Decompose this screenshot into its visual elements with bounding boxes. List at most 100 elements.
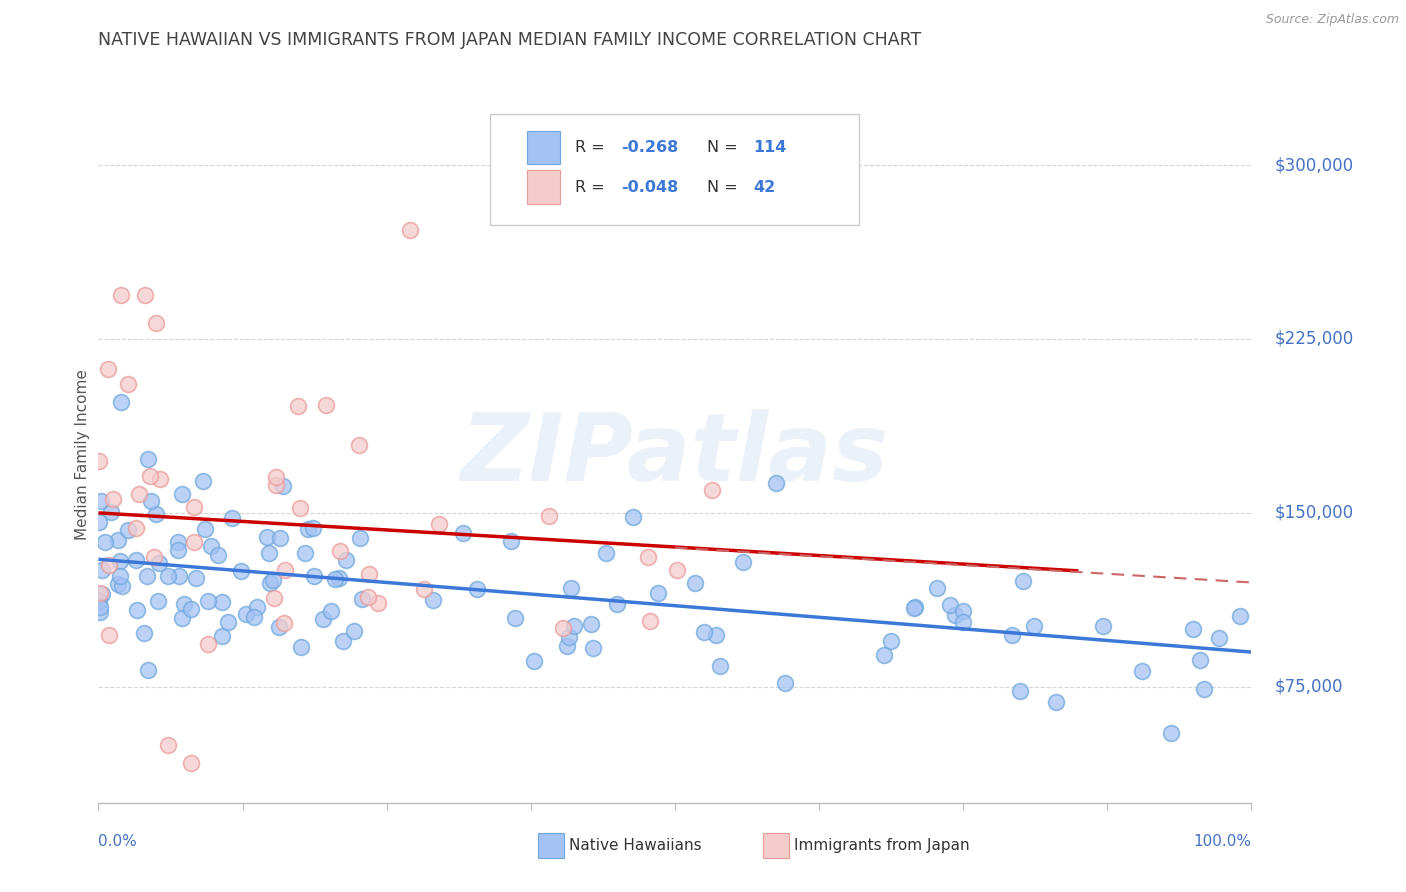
Point (335, 553, 357, 567)
Point (94, 535, 117, 549)
Point (180, 756, 202, 771)
Text: NATIVE HAWAIIAN VS IMMIGRANTS FROM JAPAN MEDIAN FAMILY INCOME CORRELATION CHART: NATIVE HAWAIIAN VS IMMIGRANTS FROM JAPAN… (98, 31, 922, 49)
Point (357, 566, 380, 581)
Point (398, 223, 420, 237)
Text: ZIPatlas: ZIPatlas (461, 409, 889, 501)
Point (91, 587, 114, 601)
Point (134, 288, 156, 302)
Point (274, 563, 297, 577)
Point (709, 659, 731, 673)
Point (170, 611, 193, 625)
Point (1160, 726, 1182, 740)
Point (555, 640, 578, 654)
Point (558, 631, 581, 645)
Point (194, 522, 217, 536)
Point (638, 615, 661, 629)
Point (125, 553, 148, 567)
Point (319, 604, 342, 618)
Text: N =: N = (707, 179, 742, 194)
Point (465, 582, 488, 596)
Point (259, 575, 281, 590)
Point (128, 487, 150, 501)
Point (925, 581, 948, 595)
Point (148, 594, 170, 608)
Point (108, 554, 131, 568)
Point (312, 612, 335, 626)
Point (538, 508, 561, 523)
Point (111, 578, 134, 592)
Point (200, 539, 222, 553)
Text: $150,000: $150,000 (1274, 504, 1354, 522)
Point (142, 549, 165, 564)
Point (775, 675, 797, 690)
Text: $300,000: $300,000 (1274, 156, 1354, 174)
Point (523, 654, 546, 668)
Point (101, 491, 124, 506)
Point (173, 597, 195, 611)
Point (138, 451, 160, 466)
Point (266, 470, 288, 484)
Point (683, 576, 706, 591)
Point (90, 494, 112, 508)
Point (288, 501, 311, 516)
Point (1008, 684, 1031, 698)
Point (256, 529, 278, 543)
Point (107, 533, 129, 547)
Point (149, 472, 172, 486)
Point (197, 637, 219, 651)
Point (413, 582, 436, 596)
Point (315, 398, 337, 412)
Point (1045, 695, 1067, 709)
Point (98, 628, 121, 642)
Text: 42: 42 (754, 179, 776, 194)
Text: 0.0%: 0.0% (98, 834, 138, 849)
Point (183, 534, 205, 549)
Point (323, 572, 346, 586)
Point (700, 483, 723, 497)
Point (98, 558, 121, 573)
Point (606, 597, 628, 611)
Point (180, 602, 202, 616)
Point (110, 394, 132, 409)
Point (367, 597, 389, 611)
Point (952, 604, 974, 618)
Point (148, 556, 170, 570)
Text: -0.268: -0.268 (620, 140, 678, 155)
Point (347, 438, 370, 452)
Point (1001, 628, 1024, 642)
Point (328, 571, 350, 585)
Point (693, 624, 716, 639)
Point (156, 738, 179, 752)
Point (427, 516, 450, 531)
Point (329, 544, 352, 558)
Point (294, 546, 316, 560)
Point (166, 535, 188, 549)
Point (560, 581, 582, 595)
Point (186, 571, 208, 585)
Text: Immigrants from Japan: Immigrants from Japan (794, 838, 970, 853)
Point (145, 316, 167, 330)
Point (167, 543, 190, 558)
Point (903, 601, 925, 615)
Point (422, 593, 444, 607)
FancyBboxPatch shape (527, 170, 560, 203)
FancyBboxPatch shape (527, 131, 560, 164)
Point (582, 640, 605, 655)
Point (207, 548, 229, 562)
Point (136, 663, 159, 677)
Point (501, 534, 523, 549)
Point (110, 288, 132, 302)
Point (1192, 682, 1215, 697)
Point (873, 648, 896, 662)
Point (1092, 619, 1115, 633)
Point (167, 569, 190, 583)
Point (211, 629, 233, 643)
Point (1130, 664, 1153, 678)
Text: 100.0%: 100.0% (1194, 834, 1251, 849)
Point (1022, 618, 1045, 632)
Point (107, 576, 129, 591)
Point (139, 494, 162, 508)
Point (1229, 608, 1251, 623)
Point (939, 599, 962, 613)
Point (89, 593, 111, 607)
